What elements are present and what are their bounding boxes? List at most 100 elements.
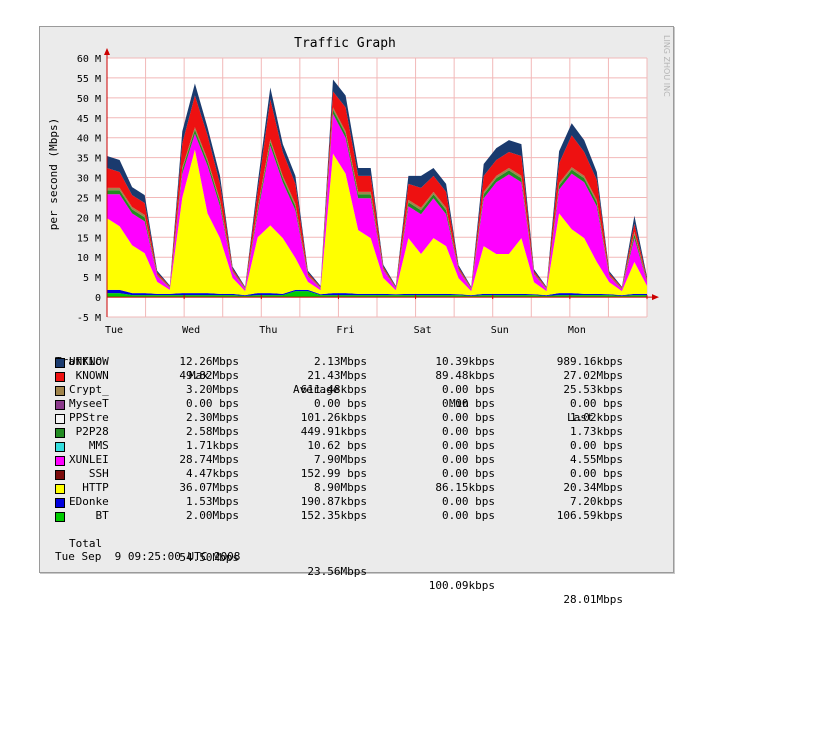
legend-max: 12.26Mbps bbox=[179, 355, 239, 368]
legend-swatch bbox=[55, 428, 65, 438]
series-area-edonke bbox=[107, 289, 647, 296]
legend-header-last: Last bbox=[567, 411, 594, 424]
legend-row-xunlei: XUNLEI 28.74Mbps 7.90Mbps 0.00 bps 4.55Mbps bbox=[55, 453, 655, 467]
legend-min: 86.15kbps bbox=[435, 481, 495, 494]
x-tick-label: Sun bbox=[491, 325, 509, 336]
legend-row-myseet: MyseeT 0.00 bps 0.00 bps 0.00 bps 0.00 bps bbox=[55, 397, 655, 411]
legend-max: 3.20Mbps bbox=[186, 383, 239, 396]
legend-last: 20.34Mbps bbox=[563, 481, 623, 494]
y-tick-label: 30 M bbox=[77, 174, 101, 185]
y-axis-label: per second (Mbps) bbox=[47, 118, 60, 231]
legend-last: 0.00 bps bbox=[570, 397, 623, 410]
y-tick-label: 55 M bbox=[77, 74, 101, 85]
legend-series-name: HTTP bbox=[69, 481, 109, 494]
legend-average: 21.43Mbps bbox=[307, 369, 367, 382]
legend-series-name: BT bbox=[69, 509, 109, 522]
traffic-chart: Traffic Graph LING ZHOU INC per second (… bbox=[47, 35, 671, 336]
y-tick-label: 10 M bbox=[77, 253, 101, 264]
legend-series-name: UNKNOW bbox=[69, 355, 109, 368]
y-tick-label: 45 M bbox=[77, 114, 101, 125]
axes bbox=[104, 48, 659, 317]
legend-total-row: Total 54.50Mbps 23.56Mbps 100.09kbps 28.… bbox=[55, 523, 655, 606]
legend-average: 2.13Mbps bbox=[314, 355, 367, 368]
legend-series-name: EDonke bbox=[69, 495, 109, 508]
legend-row-ssh: SSH 4.47kbps 152.99 bps 0.00 bps 0.00 bps bbox=[55, 467, 655, 481]
legend-last: 106.59kbps bbox=[556, 509, 623, 522]
legend-min: 10.39kbps bbox=[435, 355, 495, 368]
legend-max: 0.00 bps bbox=[186, 397, 239, 410]
series-area-xunlei bbox=[107, 113, 647, 292]
x-tick-label: Wed bbox=[182, 325, 200, 336]
legend-swatch bbox=[55, 498, 65, 508]
legend-last: 7.20kbps bbox=[570, 495, 623, 508]
legend-total-label: Total bbox=[69, 537, 103, 550]
chart-title: Traffic Graph bbox=[294, 36, 396, 51]
legend-swatch bbox=[55, 512, 65, 522]
legend-min: 0.00 bps bbox=[442, 425, 495, 438]
legend-last: 1.73kbps bbox=[570, 425, 623, 438]
legend-row-ppstre: PPStre 2.30Mbps 101.26kbps 0.00 bps 1.02kbps bbox=[55, 411, 655, 425]
legend-total-min: 100.09kbps bbox=[428, 579, 495, 592]
legend-last: 27.02Mbps bbox=[563, 369, 623, 382]
legend-average: 10.62 bps bbox=[307, 439, 367, 452]
legend-last: 1.02kbps bbox=[570, 411, 623, 424]
legend-header-traffic: Traffic bbox=[55, 355, 102, 368]
legend-row-bt: BT 2.00Mbps 152.35kbps 0.00 bps 106.59kbps bbox=[55, 509, 655, 523]
legend-header-min: Min bbox=[449, 397, 469, 410]
legend-series-name: PPStre bbox=[69, 411, 109, 424]
legend-max: 2.00Mbps bbox=[186, 509, 239, 522]
legend-last: 0.00 bps bbox=[570, 467, 623, 480]
legend-row-http: HTTP 36.07Mbps 8.90Mbps 86.15kbps 20.34Mbps bbox=[55, 481, 655, 495]
legend-min: 0.00 bps bbox=[442, 453, 495, 466]
legend-swatch bbox=[55, 358, 65, 368]
legend-min: 0.00 bps bbox=[442, 509, 495, 522]
y-tick-label: 35 M bbox=[77, 154, 101, 165]
legend-min: 89.48kbps bbox=[435, 369, 495, 382]
legend-swatch bbox=[55, 400, 65, 410]
y-tick-label: 5 M bbox=[83, 273, 101, 284]
traffic-graph-panel: Traffic Graph LING ZHOU INC per second (… bbox=[39, 26, 674, 606]
x-tick-label: Mon bbox=[568, 325, 586, 336]
legend-header-max: Max bbox=[189, 369, 209, 382]
legend-series-name: MyseeT bbox=[69, 397, 109, 410]
legend-total-last: 28.01Mbps bbox=[563, 593, 623, 606]
legend-series-name: Crypt_ bbox=[69, 383, 109, 396]
legend-swatch bbox=[55, 386, 65, 396]
legend-average: 190.87kbps bbox=[300, 495, 367, 508]
legend-series-name: SSH bbox=[69, 467, 109, 480]
x-tick-labels: Tue Wed Thu Fri Sat Sun Mon bbox=[105, 325, 586, 336]
x-tick-label: Tue bbox=[105, 325, 123, 336]
legend-min: 0.00 bps bbox=[442, 411, 495, 424]
legend-row-p2p28: P2P28 2.58Mbps 449.91kbps 0.00 bps 1.73kbps bbox=[55, 425, 655, 439]
legend-row-unknow: UNKNOW 12.26Mbps 2.13Mbps 10.39kbps 989.16kb… bbox=[55, 355, 655, 369]
legend-max: 4.47kbps bbox=[186, 467, 239, 480]
legend-row-known: KNOWN 49.82Mbps 21.43Mbps 89.48kbps 27.02Mbp… bbox=[55, 369, 655, 383]
legend-average: 0.00 bps bbox=[314, 397, 367, 410]
legend-min: 0.00 bps bbox=[442, 439, 495, 452]
y-tick-label: -5 M bbox=[77, 313, 101, 324]
legend-series-name: KNOWN bbox=[69, 369, 109, 382]
series-areas bbox=[107, 79, 647, 298]
legend-swatch bbox=[55, 414, 65, 424]
legend-max: 28.74Mbps bbox=[179, 453, 239, 466]
timestamp: Tue Sep 9 09:25:00 UTC 2008 bbox=[55, 550, 241, 563]
legend-swatch bbox=[55, 372, 65, 382]
legend-total-max: 54.50Mbps bbox=[179, 551, 239, 564]
legend-min: 0.00 bps bbox=[442, 467, 495, 480]
legend-row-mms: MMS 1.71kbps 10.62 bps 0.00 bps 0.00 bps bbox=[55, 439, 655, 453]
legend-average: 8.90Mbps bbox=[314, 481, 367, 494]
series-area-bt bbox=[107, 291, 647, 298]
legend-min: 0.00 bps bbox=[442, 397, 495, 410]
y-axis-arrow bbox=[104, 48, 110, 55]
legend-swatch bbox=[55, 456, 65, 466]
legend-average: 7.90Mbps bbox=[314, 453, 367, 466]
legend-max: 49.82Mbps bbox=[179, 369, 239, 382]
legend-max: 1.71kbps bbox=[186, 439, 239, 452]
legend-swatch bbox=[55, 484, 65, 494]
y-tick-label: 15 M bbox=[77, 233, 101, 244]
y-tick-label: 0 bbox=[95, 293, 101, 304]
legend-row-crypt: Crypt_ 3.20Mbps 611.48kbps 0.00 bps 25.53kbp… bbox=[55, 383, 655, 397]
y-tick-label: 40 M bbox=[77, 134, 101, 145]
legend-swatch bbox=[55, 442, 65, 452]
legend-average: 101.26kbps bbox=[300, 411, 367, 424]
